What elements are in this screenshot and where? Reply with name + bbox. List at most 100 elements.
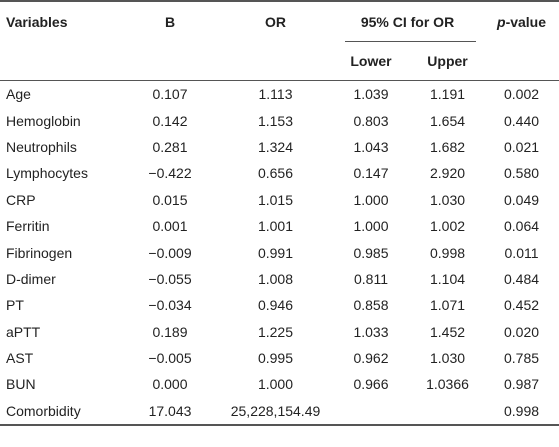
header-or: OR [220,0,331,42]
cell-or: 1.324 [257,138,294,155]
cell-b: −0.009 [148,244,192,261]
cell-or: 1.000 [257,376,294,393]
regression-table: Variables B OR 95% CI for OR p-value Low… [0,0,559,427]
cell-or: 1.001 [257,218,294,235]
table-row: Lymphocytes −0.422 0.656 0.147 2.920 0.580 [0,160,559,186]
cell-variable: BUN [6,376,36,393]
header-lower: Lower [331,42,411,81]
header-empty-3 [220,42,331,81]
header-ci-label: 95% CI for OR [360,14,455,30]
cell-upper: 1.452 [429,323,466,340]
cell-lower: 1.033 [353,323,389,340]
cell-or: 1.153 [257,112,294,129]
header-empty-2 [120,42,220,81]
cell-b: −0.034 [148,297,192,314]
cell-lower: 1.043 [353,138,389,155]
cell-lower: 0.858 [353,297,389,314]
header-pvalue: p-value [484,0,559,42]
cell-pvalue: 0.011 [504,244,539,261]
header-row-bottom: Lower Upper [0,42,559,81]
cell-lower: 0.985 [353,244,389,261]
cell-upper: 1.002 [429,218,466,235]
cell-b: 0.107 [152,86,188,103]
cell-upper: 1.0366 [426,376,469,393]
table-row: aPTT 0.189 1.225 1.033 1.452 0.020 [0,319,559,345]
cell-variable: Age [6,86,31,103]
cell-b: 0.189 [152,323,188,340]
cell-upper: 1.654 [429,112,466,129]
table-header: Variables B OR 95% CI for OR p-value Low… [0,0,559,81]
ci-divider [345,41,477,42]
cell-pvalue: 0.020 [503,323,540,340]
cell-or: 1.113 [258,86,293,103]
table-row: PT −0.034 0.946 0.858 1.071 0.452 [0,292,559,318]
header-pvalue-p: p [497,14,506,30]
cell-lower: 1.000 [353,191,389,208]
cell-or: 1.225 [257,323,294,340]
cell-variable: Hemoglobin [6,112,81,129]
cell-lower: 0.811 [354,270,388,287]
cell-upper: 1.030 [429,350,466,367]
cell-variable: Fibrinogen [6,244,73,261]
cell-pvalue: 0.998 [484,397,559,427]
cell-pvalue: 0.452 [503,297,540,314]
cell-or: 0.991 [257,244,294,261]
cell-b: 0.015 [152,191,188,208]
header-ci: 95% CI for OR [331,0,485,42]
cell-b: −0.422 [148,165,192,182]
cell-b: 0.000 [152,376,188,393]
cell-pvalue: 0.002 [503,86,540,103]
cell-variable: AST [6,350,34,367]
table-row: Hemoglobin 0.142 1.153 0.803 1.654 0.440 [0,107,559,133]
header-variables: Variables [0,0,120,42]
cell-lower: 1.039 [353,86,389,103]
cell-upper: 1.682 [429,138,466,155]
cell-lower: 0.147 [353,165,389,182]
cell-variable: CRP [6,191,36,208]
cell-pvalue: 0.021 [503,138,540,155]
cell-b: 17.043 [120,397,220,427]
cell-pvalue: 0.049 [503,191,540,208]
table-body: Age 0.107 1.113 1.039 1.191 0.002 Hemoglobin 0.… [0,81,559,427]
cell-upper [411,397,485,427]
cell-pvalue: 0.484 [503,270,540,287]
cell-variable: PT [6,297,24,314]
cell-or: 1.008 [257,270,294,287]
cell-upper: 1.071 [429,297,466,314]
table-row: Neutrophils 0.281 1.324 1.043 1.682 0.021 [0,134,559,160]
header-empty-4 [484,42,559,81]
header-empty-1 [0,42,120,81]
cell-or: 0.946 [257,297,294,314]
cell-or: 0.995 [257,350,294,367]
cell-pvalue: 0.580 [503,165,540,182]
cell-b: 0.001 [152,218,188,235]
cell-b: 0.142 [152,112,188,129]
table-row: CRP 0.015 1.015 1.000 1.030 0.049 [0,187,559,213]
cell-variable: Ferritin [6,218,50,235]
cell-pvalue: 0.987 [503,376,540,393]
cell-variable: Lymphocytes [6,165,88,182]
cell-upper: 2.920 [429,165,466,182]
cell-pvalue: 0.440 [503,112,540,129]
cell-variable: Neutrophils [6,138,77,155]
cell-variable: Comorbidity [0,397,120,427]
cell-pvalue: 0.064 [503,218,540,235]
cell-upper: 1.191 [429,86,466,103]
table-row: Age 0.107 1.113 1.039 1.191 0.002 [0,81,559,108]
cell-b: −0.055 [148,270,192,287]
table-row: Fibrinogen −0.009 0.991 0.985 0.998 0.011 [0,239,559,265]
cell-lower: 0.962 [353,350,389,367]
cell-or: 25,228,154.49 [220,397,331,427]
header-row-top: Variables B OR 95% CI for OR p-value [0,0,559,42]
cell-lower: 0.966 [353,376,389,393]
cell-or: 0.656 [257,165,294,182]
header-b: B [120,0,220,42]
cell-variable: D-dimer [6,270,56,287]
header-pvalue-rest: -value [505,14,547,30]
cell-upper: 1.104 [429,270,466,287]
table-row: BUN 0.000 1.000 0.966 1.0366 0.987 [0,371,559,397]
cell-upper: 1.030 [429,191,466,208]
cell-b: −0.005 [148,350,192,367]
table-row: Ferritin 0.001 1.001 1.000 1.002 0.064 [0,213,559,239]
cell-lower: 1.000 [353,218,389,235]
